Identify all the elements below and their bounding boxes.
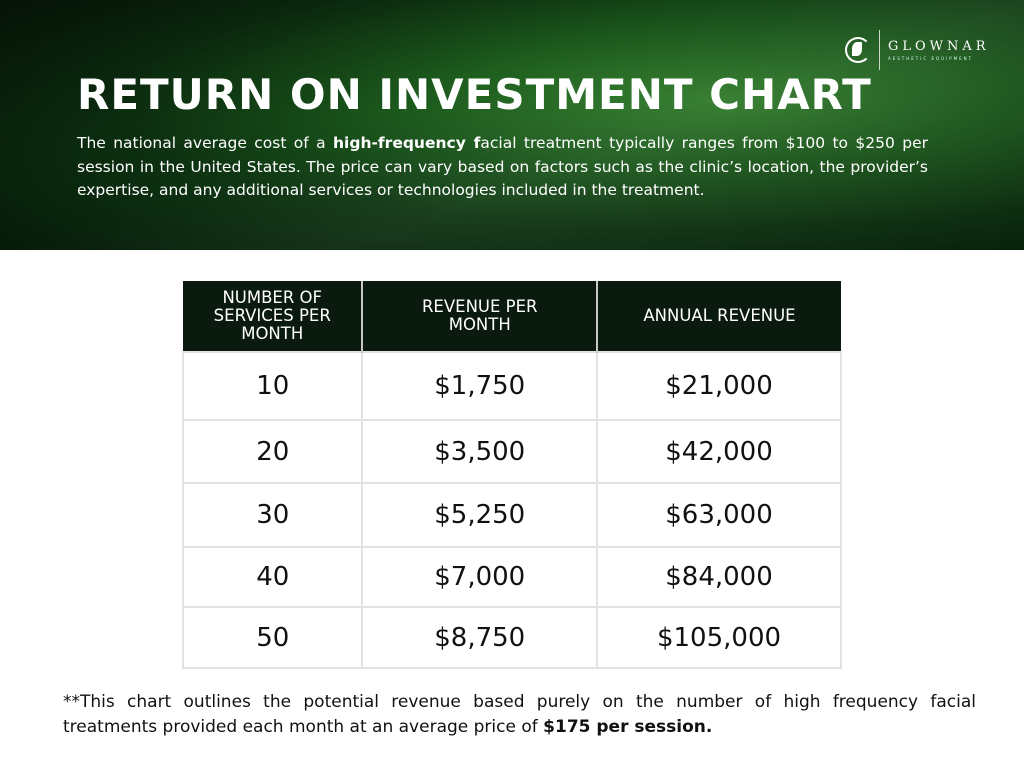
footnote-bold: $175 per session.	[543, 717, 713, 737]
monthly-revenue-cell: $3,500	[361, 419, 598, 484]
annual-revenue-cell: $63,000	[596, 482, 842, 548]
services-cell: 30	[181, 482, 364, 548]
page-title: RETURN ON INVESTMENT CHART	[77, 70, 872, 119]
intro-text: The national average cost of a	[77, 134, 334, 152]
table-row: 10 $1,750 $21,000	[181, 351, 842, 421]
annual-revenue-cell: $105,000	[596, 606, 842, 669]
brand-logo: GLOWNAR AESTHETIC EQUIPMENT	[845, 30, 990, 70]
monthly-revenue-cell: $5,250	[361, 482, 598, 548]
services-cell: 50	[181, 606, 364, 669]
services-cell: 40	[181, 546, 364, 608]
intro-bold: high-frequency f	[333, 134, 481, 152]
intro-paragraph: The national average cost of a high-freq…	[77, 132, 928, 203]
table-row: 20 $3,500 $42,000	[181, 419, 842, 484]
logo-divider	[879, 30, 880, 70]
annual-revenue-cell: $21,000	[596, 351, 842, 421]
lotus-icon	[845, 37, 871, 63]
brand-name: GLOWNAR	[888, 39, 990, 54]
monthly-revenue-cell: $8,750	[361, 606, 598, 669]
header-annual-revenue: ANNUAL REVENUE	[597, 281, 841, 352]
table-row: 50 $8,750 $105,000	[181, 606, 842, 669]
brand-tagline: AESTHETIC EQUIPMENT	[888, 56, 974, 61]
header-services: NUMBER OF SERVICES PER MONTH	[183, 281, 364, 352]
table-row: 30 $5,250 $63,000	[181, 482, 842, 548]
footnote: **This chart outlines the potential reve…	[63, 690, 976, 740]
roi-table: NUMBER OF SERVICES PER MONTH REVENUE PER…	[181, 281, 842, 669]
table-row: 40 $7,000 $84,000	[181, 546, 842, 608]
footnote-text: **This chart outlines the potential reve…	[63, 692, 976, 737]
services-cell: 20	[181, 419, 364, 484]
monthly-revenue-cell: $1,750	[361, 351, 598, 421]
annual-revenue-cell: $84,000	[596, 546, 842, 608]
header-revenue-month: REVENUE PER MONTH	[362, 281, 598, 352]
table-header-row: NUMBER OF SERVICES PER MONTH REVENUE PER…	[183, 281, 841, 352]
monthly-revenue-cell: $7,000	[361, 546, 598, 608]
services-cell: 10	[181, 351, 364, 421]
intro-text-rest: acial treatment typically ranges from $1…	[77, 134, 928, 199]
annual-revenue-cell: $42,000	[596, 419, 842, 484]
